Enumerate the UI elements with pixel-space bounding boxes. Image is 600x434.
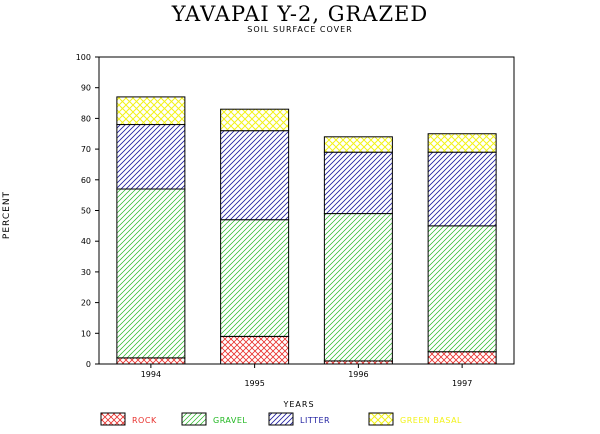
bar-segment-gravel [220, 219, 290, 337]
bar-segment-green-basal [116, 96, 186, 126]
y-tick-label: 60 [81, 176, 91, 185]
y-tick-label: 20 [81, 299, 91, 308]
bar-segment-litter [323, 151, 393, 215]
bar-segment-gravel [116, 188, 186, 359]
x-axis-label: YEARS [282, 400, 314, 409]
bar-segment-green-basal [323, 136, 393, 153]
y-tick-label: 0 [86, 360, 91, 369]
bar-segment-litter [116, 124, 186, 190]
bar-segment-rock [220, 335, 290, 365]
bar-segment-green-basal [220, 108, 290, 132]
y-tick-label: 80 [81, 114, 91, 123]
legend-label: ROCK [132, 416, 157, 425]
legend-swatch-rock [100, 412, 126, 426]
legend-label: GRAVEL [213, 416, 247, 425]
y-axis-label: PERCENT [2, 191, 12, 239]
legend-swatch-litter [268, 412, 294, 426]
legend-swatch-green-basal [368, 412, 394, 426]
x-tick-label: 1995 [244, 379, 264, 388]
y-tick-label: 10 [81, 329, 91, 338]
y-tick-label: 100 [76, 53, 91, 62]
bar-segment-rock [427, 351, 497, 365]
chart-title: YAVAPAI Y-2, GRAZED [171, 2, 429, 26]
bars-group [116, 96, 497, 365]
x-axis: 1994 1995 1996 1997 [141, 364, 472, 388]
bar-segment-green-basal [427, 133, 497, 153]
y-tick-label: 40 [81, 237, 91, 246]
bar-segment-litter [220, 130, 290, 221]
y-tick-label: 50 [81, 207, 91, 216]
y-tick-label: 30 [81, 268, 91, 277]
legend-label: GREEN BASAL [400, 416, 462, 425]
chart-subtitle: SOIL SURFACE COVER [247, 25, 353, 34]
bar-segment-gravel [323, 213, 393, 362]
legend-swatch-gravel [181, 412, 207, 426]
y-tick-label: 90 [81, 84, 91, 93]
x-tick-label: 1997 [452, 379, 472, 388]
legend-label: LITTER [300, 416, 330, 425]
x-tick-label: 1994 [141, 370, 161, 379]
bar-segment-rock [116, 357, 186, 365]
y-axis: 0 10 20 30 40 50 60 70 80 90 100 [76, 53, 99, 369]
bar-segment-litter [427, 151, 497, 227]
bar-segment-gravel [427, 225, 497, 353]
y-tick-label: 70 [81, 145, 91, 154]
x-tick-label: 1996 [348, 370, 368, 379]
legend: ROCK GRAVEL LITTER GREEN BASAL [100, 412, 462, 426]
